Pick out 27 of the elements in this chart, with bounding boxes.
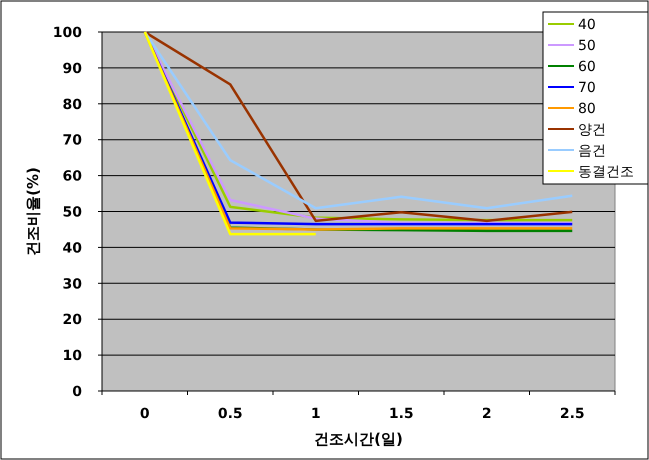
y-axis-title: 건조비율(%) [24,167,42,256]
y-tick-label: 100 [52,25,82,41]
x-axis-title: 건조시간(일) [314,430,403,448]
legend-label: 80 [578,101,596,117]
y-tick-label: 0 [72,384,82,400]
x-tick-label: 1.5 [388,406,414,422]
y-tick-label: 80 [62,96,82,113]
legend-label: 60 [578,59,596,75]
y-tick-label: 20 [62,312,82,328]
x-tick-label: 2 [482,406,492,422]
y-tick-label: 40 [62,240,82,256]
x-tick-label: 1 [310,406,321,422]
x-tick-label: 0 [140,406,150,422]
legend-label: 70 [578,80,596,96]
legend-label: 양건 [578,122,606,138]
legend-label: 음건 [578,143,606,159]
y-tick-label: 30 [62,276,82,292]
y-tick-label: 90 [62,60,82,77]
y-tick-label: 10 [62,348,82,364]
legend-label: 동결건조 [578,164,634,180]
y-tick-label: 60 [62,168,82,185]
legend-label: 50 [578,38,596,54]
y-tick-label: 70 [62,132,82,149]
x-tick-label: 0.5 [218,406,243,422]
legend-label: 40 [578,17,596,33]
x-tick-label: 2.5 [560,406,585,422]
y-tick-label: 50 [62,204,82,220]
